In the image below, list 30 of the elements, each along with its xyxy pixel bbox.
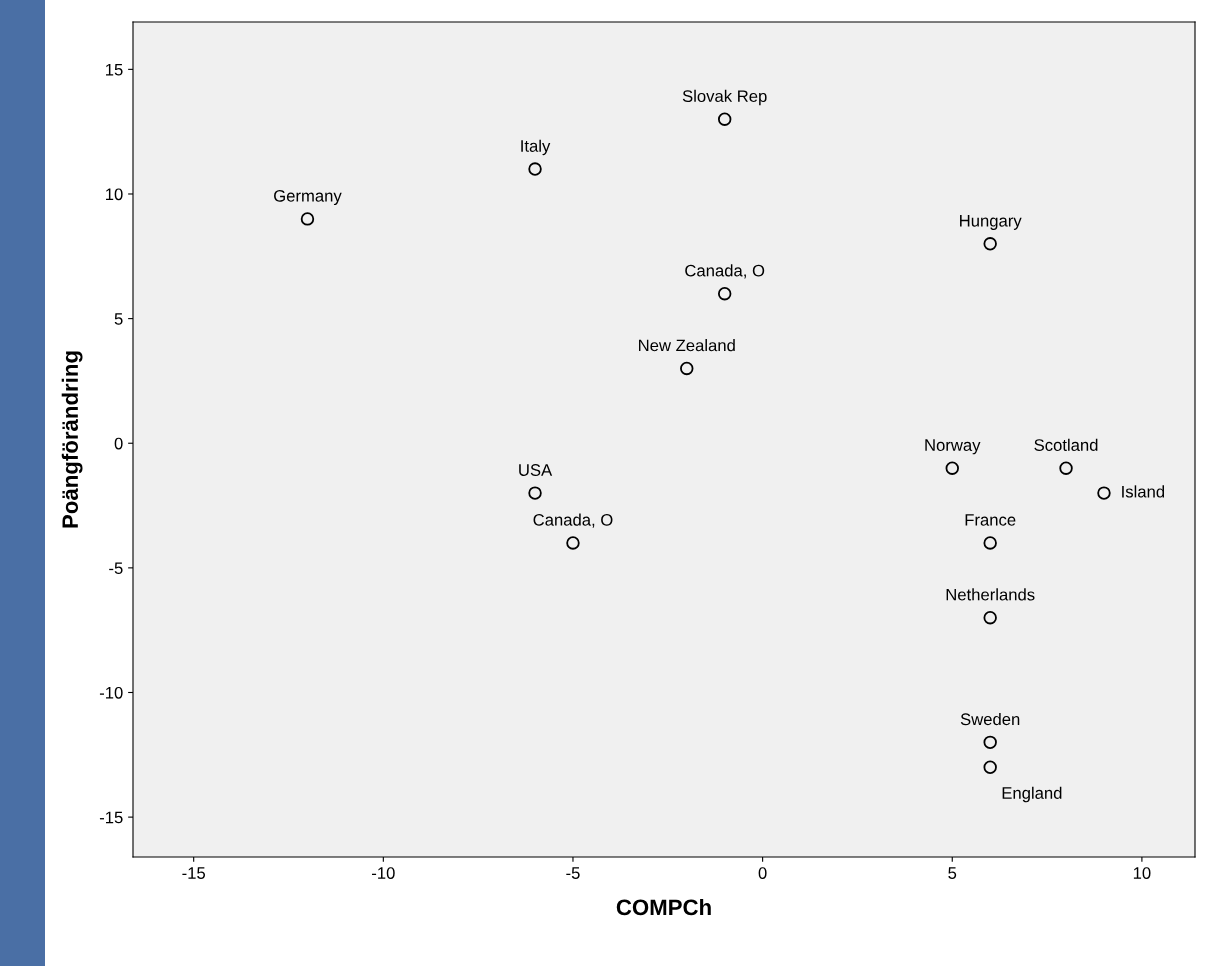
annotation: New Zealand — [639, 339, 735, 352]
y-tick-label: 10 — [106, 188, 123, 201]
annotation: Italy — [521, 139, 551, 156]
x-axis-title: COMPCh — [616, 898, 711, 916]
annotation: Sweden — [960, 712, 1020, 726]
y-tick-label: 0 — [114, 437, 123, 450]
annotation: France — [965, 514, 1016, 526]
y-axis-title: Poängförändring — [61, 351, 83, 528]
y-tick-label: 15 — [106, 63, 123, 76]
annotation: Germany — [274, 189, 342, 206]
annotation: Canada, O — [533, 513, 613, 528]
annotation: USA — [519, 464, 553, 476]
y-tick-label: -10 — [99, 686, 123, 699]
annotation: Slovak Rep — [682, 89, 767, 106]
y-tick-label: -15 — [99, 811, 123, 824]
annotation: England — [1002, 786, 1062, 803]
x-tick-label: 0 — [758, 867, 767, 879]
y-tick-label: -5 — [109, 562, 123, 575]
x-tick-label: -10 — [372, 867, 395, 879]
x-tick-label: 10 — [1133, 867, 1151, 879]
annotation: Island — [1122, 485, 1165, 498]
x-tick-label: 5 — [948, 867, 957, 879]
x-tick-label: -5 — [566, 867, 580, 879]
y-tick-label: 5 — [114, 313, 123, 325]
annotation: Hungary — [960, 215, 1022, 230]
annotation: Norway — [925, 439, 981, 455]
annotation: Canada, O — [685, 264, 765, 279]
annotation: Scotland — [1034, 438, 1098, 451]
annotation: Netherlands — [946, 588, 1035, 601]
x-tick-label: -15 — [182, 867, 206, 879]
